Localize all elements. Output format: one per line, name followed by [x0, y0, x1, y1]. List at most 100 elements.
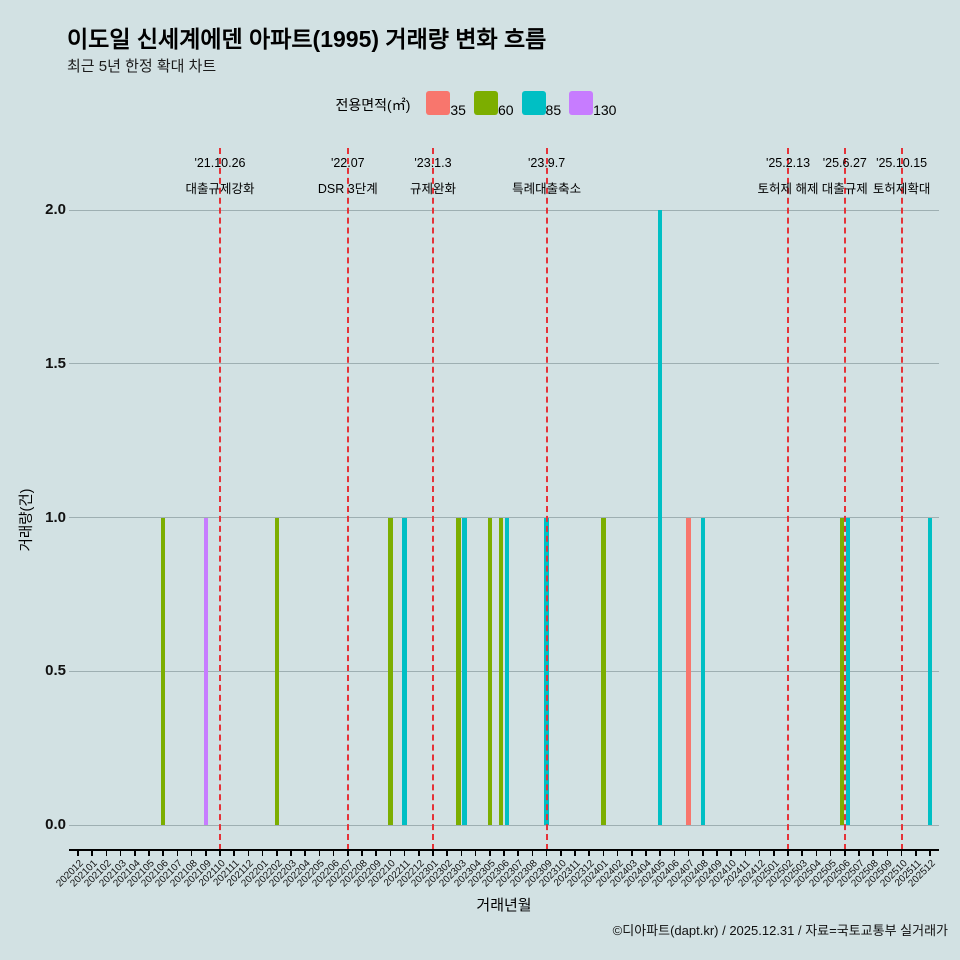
x-tick [645, 850, 647, 856]
event-line-202207 [346, 148, 349, 850]
x-tick [460, 850, 463, 856]
x-tick [730, 850, 732, 856]
x-tick [702, 850, 704, 856]
x-tick [900, 850, 903, 856]
bar-60-202106 [160, 517, 166, 825]
x-tick [347, 850, 349, 856]
x-tick [318, 850, 321, 856]
x-tick [560, 850, 562, 856]
legend: 전용면적(㎡) 35 60 85 130 [0, 90, 960, 120]
bar-85-202512 [927, 517, 933, 825]
y-tick-label: 0.0 [45, 816, 66, 833]
bar-85-202303 [462, 517, 467, 825]
x-tick [403, 850, 406, 856]
x-tick [134, 850, 136, 856]
legend-swatch-35 [426, 90, 451, 115]
bar-60-202303 [456, 517, 461, 825]
caption: ©디아파트(dapt.kr) / 2025.12.31 / 자료=국토교통부 실… [612, 923, 948, 938]
event-line-202506 [843, 148, 846, 850]
y-gridline [69, 670, 939, 672]
event-line-202510 [900, 148, 903, 850]
event-line-202110 [219, 148, 221, 850]
x-tick [872, 850, 874, 856]
legend-swatch-60 [473, 90, 498, 115]
x-tick [588, 850, 590, 856]
x-tick [773, 850, 775, 856]
event-label: 대출규제 [821, 182, 868, 196]
y-gridline [69, 363, 939, 365]
x-tick [801, 850, 803, 856]
x-axis-title: 거래년월 [476, 897, 532, 914]
x-tick [418, 850, 420, 856]
event-date: '22.07 [330, 156, 365, 170]
y-gridline [69, 209, 939, 211]
x-tick [545, 850, 548, 856]
bar-85-202405 [657, 210, 663, 825]
legend-label-60: 60 [497, 101, 514, 118]
bar-60-202210 [388, 517, 393, 825]
event-label: 토허제 해제 [757, 182, 819, 196]
legend-label-85: 85 [545, 101, 562, 118]
x-tick [531, 850, 534, 856]
x-tick [815, 850, 818, 856]
x-tick [858, 850, 860, 856]
bar-130-202109 [203, 517, 209, 825]
bar-85-202306 [504, 517, 510, 825]
x-tick [389, 850, 392, 856]
bar-35-202407 [686, 517, 691, 825]
x-tick [77, 850, 79, 856]
bar-85-202506 [845, 517, 851, 825]
x-tick [332, 850, 335, 856]
x-tick [148, 850, 150, 856]
x-tick [929, 850, 931, 856]
event-line-202309 [545, 148, 548, 850]
x-tick [261, 850, 264, 856]
bar-85-202408 [700, 517, 706, 825]
x-tick [375, 850, 377, 856]
x-tick [517, 850, 519, 856]
x-tick [886, 850, 889, 856]
event-label: 규제완화 [409, 182, 456, 196]
bar-60-202401 [601, 517, 606, 825]
x-tick [247, 850, 250, 856]
y-tick-label: 2.0 [45, 201, 66, 218]
x-tick [602, 850, 605, 856]
x-tick [304, 850, 306, 856]
x-tick [574, 850, 576, 856]
legend-title: 전용면적(㎡) [335, 97, 411, 113]
event-date: '25.10.15 [876, 156, 928, 170]
event-label: 특례대출축소 [512, 182, 582, 196]
chart-title: 이도일 신세계에덴 아파트(1995) 거래량 변화 흐름 [67, 26, 547, 52]
x-tick [190, 850, 193, 856]
event-label: 대출규제강화 [185, 182, 255, 196]
x-tick [758, 850, 761, 856]
x-tick [829, 850, 832, 856]
event-line-202301 [432, 148, 434, 850]
x-tick [844, 850, 846, 856]
event-date: '25.6.27 [822, 156, 867, 170]
x-tick [716, 850, 718, 856]
bar-60-202306 [498, 517, 504, 825]
x-tick [446, 850, 448, 856]
x-tick [744, 850, 747, 856]
x-tick [105, 850, 108, 856]
bar-85-202211 [402, 517, 407, 825]
event-date: '23.9.7 [528, 156, 566, 170]
x-tick [673, 850, 676, 856]
event-line-202502 [787, 148, 789, 850]
x-tick [233, 850, 235, 856]
x-tick [176, 850, 179, 856]
chart-subtitle: 최근 5년 한정 확대 차트 [67, 58, 217, 75]
x-tick [503, 850, 505, 856]
y-gridline [69, 824, 939, 826]
bar-60-202202 [274, 517, 280, 825]
legend-items: 35 60 85 130 [426, 90, 624, 120]
bar-60-202305 [487, 517, 493, 825]
y-tick-label: 1.0 [45, 508, 66, 526]
x-tick [474, 850, 477, 856]
x-tick [659, 850, 661, 856]
x-tick [361, 850, 363, 856]
event-label: 토허제확대 [872, 182, 931, 196]
